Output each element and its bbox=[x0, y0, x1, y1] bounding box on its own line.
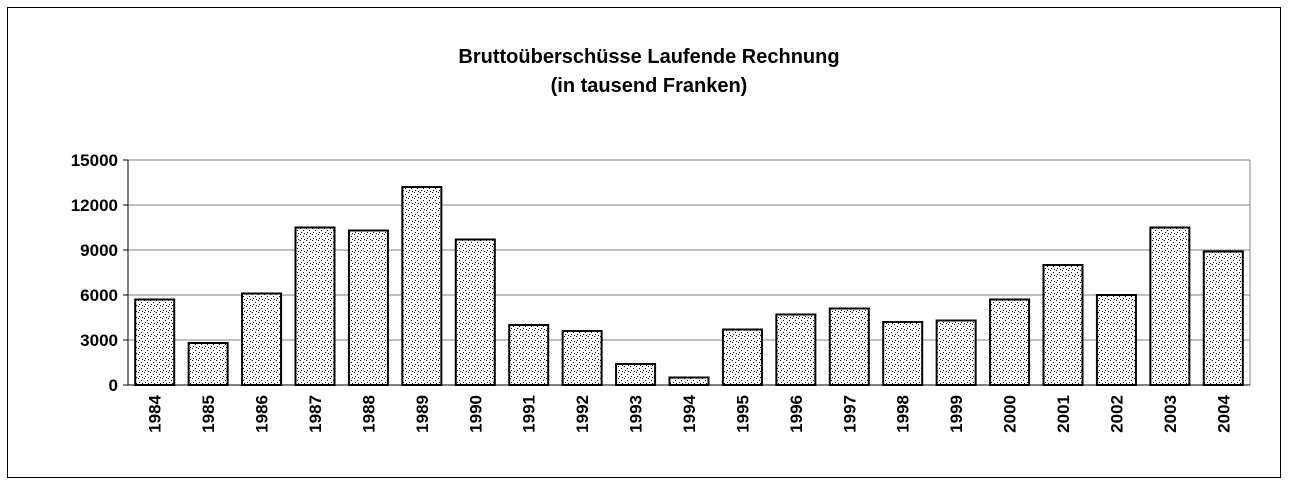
y-tick-label: 9000 bbox=[80, 241, 118, 260]
bar bbox=[187, 342, 229, 386]
bar bbox=[989, 298, 1031, 386]
x-tick-label: 2000 bbox=[1001, 395, 1020, 433]
bar bbox=[721, 328, 763, 386]
chart-subtitle: (in tausend Franken) bbox=[551, 75, 748, 97]
x-tick-label: 1991 bbox=[520, 395, 539, 433]
x-tick-label: 1986 bbox=[253, 395, 272, 433]
bar bbox=[1042, 264, 1084, 386]
frame bbox=[7, 7, 1281, 478]
y-tick-label: 3000 bbox=[80, 331, 118, 350]
bar bbox=[401, 186, 443, 386]
x-tick-label: 2002 bbox=[1107, 395, 1126, 433]
x-tick-label: 1995 bbox=[733, 395, 752, 433]
bar bbox=[882, 321, 924, 386]
bar bbox=[241, 292, 283, 386]
x-tick-label: 1987 bbox=[306, 395, 325, 433]
bar bbox=[1202, 250, 1244, 386]
y-tick-label: 15000 bbox=[71, 151, 118, 170]
x-tick-label: 2004 bbox=[1214, 394, 1233, 432]
x-tick-label: 1996 bbox=[787, 395, 806, 433]
x-tick-label: 1999 bbox=[947, 395, 966, 433]
bar bbox=[668, 376, 710, 386]
bar bbox=[775, 313, 817, 386]
bar bbox=[615, 363, 657, 386]
x-tick-label: 1990 bbox=[466, 395, 485, 433]
x-tick-label: 2003 bbox=[1161, 395, 1180, 433]
x-tick-label: 1992 bbox=[573, 395, 592, 433]
bar bbox=[347, 229, 389, 386]
bar bbox=[454, 238, 496, 386]
x-tick-label: 1998 bbox=[894, 395, 913, 433]
y-tick-label: 12000 bbox=[71, 196, 118, 215]
x-tick-label: 1984 bbox=[146, 394, 165, 432]
y-tick-label: 0 bbox=[109, 376, 118, 395]
x-tick-label: 1989 bbox=[413, 395, 432, 433]
chart-title: Bruttoüberschüsse Laufende Rechnung bbox=[458, 46, 839, 68]
x-tick-label: 1988 bbox=[359, 395, 378, 433]
bar bbox=[508, 324, 550, 386]
x-tick-label: 1993 bbox=[627, 395, 646, 433]
y-tick-label: 6000 bbox=[80, 286, 118, 305]
bar bbox=[561, 330, 603, 386]
bar bbox=[294, 226, 336, 386]
x-tick-label: 2001 bbox=[1054, 395, 1073, 433]
x-tick-label: 1985 bbox=[199, 395, 218, 433]
x-tick-label: 1994 bbox=[680, 394, 699, 432]
x-tick-label: 1997 bbox=[840, 395, 859, 433]
bar bbox=[1095, 294, 1137, 386]
bar bbox=[134, 298, 176, 386]
bar bbox=[1149, 226, 1191, 386]
bar bbox=[828, 307, 870, 386]
bar bbox=[935, 319, 977, 386]
